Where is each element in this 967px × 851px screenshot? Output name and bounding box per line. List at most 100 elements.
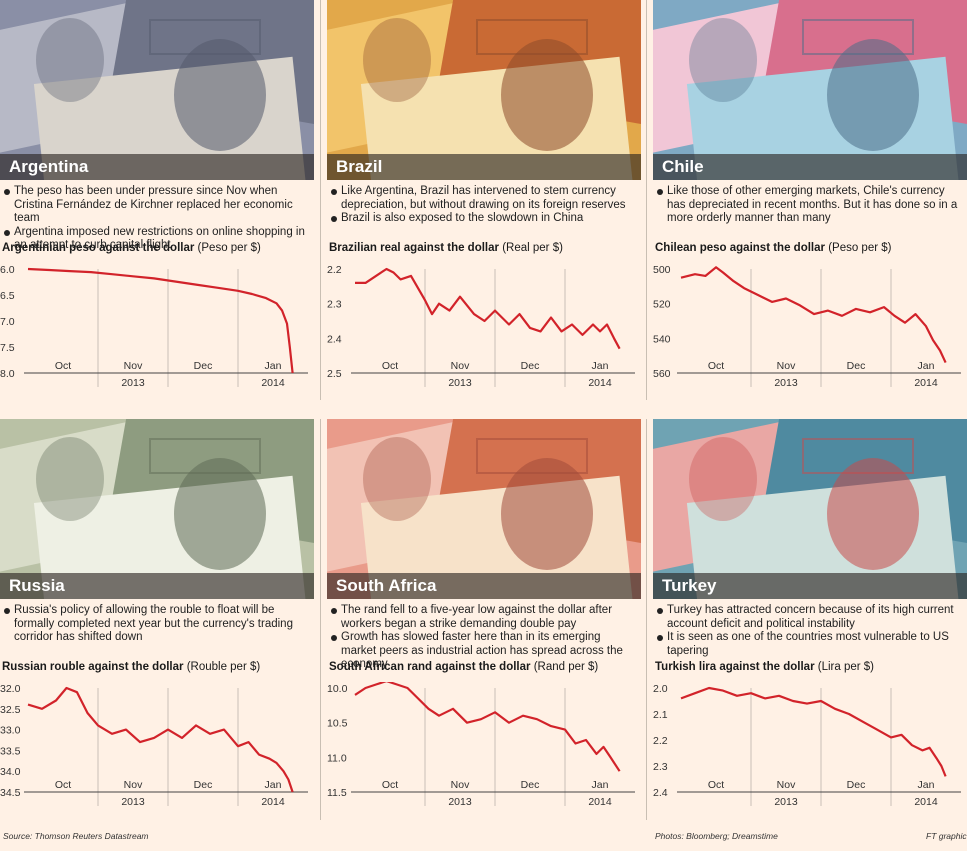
x-tick-label: Jan	[265, 360, 282, 372]
x-tick-label: Nov	[124, 779, 143, 791]
country-name: Turkey	[662, 576, 717, 595]
y-tick-label: 2.1	[653, 709, 668, 721]
line-chart: 2.2 2.3 2.4 2.5 Oct Nov Dec Jan 2013 2014	[327, 263, 641, 403]
x-tick-label: Dec	[194, 779, 213, 791]
year-label: 2013	[448, 796, 472, 808]
chart-svg: 2.0 2.1 2.2 2.3 2.4 Oct Nov Dec Jan 2013 2014	[653, 683, 961, 808]
year-label: 2013	[121, 377, 145, 389]
year-label: 2013	[448, 377, 472, 389]
country-banner: Russia	[0, 573, 314, 599]
banknote-icon	[653, 419, 967, 599]
year-label: 2013	[121, 796, 145, 808]
chart-svg: 10.0 10.5 11.0 11.5 Oct Nov Dec Jan 2013 2014	[327, 682, 635, 808]
column-divider	[320, 419, 321, 820]
year-label: 2014	[588, 377, 612, 389]
panel-brazil: Brazil Like Argentina, Brazil has interve…	[327, 0, 641, 403]
country-name: Chile	[662, 157, 704, 176]
chart-title: Argentinian peso against the dollar (Pes…	[0, 241, 314, 263]
country-banner: South Africa	[327, 573, 641, 599]
x-tick-label: Oct	[382, 360, 398, 372]
chart-title: Turkish lira against the dollar (Lira pe…	[653, 660, 967, 682]
y-tick-label: 2.5	[327, 368, 342, 380]
year-label: 2014	[914, 796, 938, 808]
y-tick-label: 2.3	[327, 299, 342, 311]
banknote-icon	[0, 0, 314, 180]
banknote-photo: Brazil	[327, 0, 641, 180]
series-line	[680, 686, 947, 777]
panel-argentina: Argentina The peso has been under pressur…	[0, 0, 314, 403]
year-label: 2013	[774, 377, 798, 389]
bullet-item: Russia's policy of allowing the rouble t…	[4, 604, 310, 645]
x-tick-label: Nov	[777, 360, 796, 372]
panel-turkey: Turkey Turkey has attracted concern becau…	[653, 419, 967, 822]
y-tick-label: 2.3	[653, 761, 668, 773]
y-tick-label: 10.0	[327, 683, 348, 695]
year-label: 2014	[261, 796, 285, 808]
y-tick-label: 10.5	[327, 718, 348, 730]
bullet-item: Like those of other emerging markets, Ch…	[657, 185, 963, 226]
x-tick-label: Oct	[55, 779, 71, 791]
series-line	[355, 267, 621, 350]
y-tick-label: 520	[653, 299, 671, 311]
bullet-list: The rand fell to a five-year low against…	[327, 599, 641, 670]
series-line	[27, 267, 294, 374]
chart-title: Brazilian real against the dollar (Real …	[327, 241, 641, 263]
bullet-item: The rand fell to a five-year low against…	[331, 604, 637, 631]
chart-title-text: Brazilian real against the dollar	[329, 242, 499, 254]
bullet-list: Turkey has attracted concern because of …	[653, 599, 967, 660]
country-name: South Africa	[336, 576, 437, 595]
chart-title-text: South African rand against the dollar	[329, 661, 531, 673]
country-name: Argentina	[9, 157, 89, 176]
chart-unit: (Real per $)	[502, 242, 563, 254]
x-tick-label: Nov	[451, 779, 470, 791]
x-tick-label: Oct	[382, 779, 398, 791]
bullet-list: The peso has been under pressure since N…	[0, 180, 314, 251]
y-tick-label: 6.5	[0, 290, 15, 302]
series-line	[680, 266, 947, 364]
source-note: Source: Thomson Reuters Datastream	[3, 831, 149, 841]
y-tick-label: 2.2	[653, 735, 668, 747]
x-tick-label: Jan	[592, 779, 609, 791]
y-tick-label: 34.0	[0, 766, 21, 778]
y-tick-label: 7.0	[0, 316, 15, 328]
x-tick-label: Oct	[55, 360, 71, 372]
y-tick-label: 33.0	[0, 725, 21, 737]
series-line	[354, 682, 621, 772]
year-label: 2014	[588, 796, 612, 808]
chart-unit: (Lira per $)	[817, 661, 874, 673]
y-tick-label: 32.0	[0, 683, 21, 695]
country-banner: Chile	[653, 154, 967, 180]
bullet-list: Russia's policy of allowing the rouble t…	[0, 599, 314, 660]
banknote-photo: South Africa	[327, 419, 641, 599]
series-line	[27, 686, 294, 793]
bullet-list: Like those of other emerging markets, Ch…	[653, 180, 967, 241]
x-tick-label: Oct	[708, 360, 724, 372]
country-banner: Turkey	[653, 573, 967, 599]
x-tick-label: Dec	[194, 360, 213, 372]
chart-svg: 32.0 32.5 33.0 33.5 34.0 34.5 Oct Nov Dec Jan 2013…	[0, 683, 308, 808]
chart-svg: 6.0 6.5 7.0 7.5 8.0 Oct Nov Dec Jan 2013 2014	[0, 264, 308, 389]
country-name: Russia	[9, 576, 65, 595]
bullet-item: Like Argentina, Brazil has intervened to…	[331, 185, 637, 212]
bullet-item: Argentina imposed new restrictions on on…	[4, 226, 310, 253]
chart-title: Chilean peso against the dollar (Peso pe…	[653, 241, 967, 263]
x-tick-label: Dec	[521, 360, 540, 372]
x-tick-label: Nov	[777, 779, 796, 791]
y-tick-label: 11.5	[327, 787, 347, 799]
country-name: Brazil	[336, 157, 383, 176]
column-divider	[646, 419, 647, 820]
x-tick-label: Nov	[124, 360, 143, 372]
column-divider	[646, 0, 647, 400]
line-chart: 2.0 2.1 2.2 2.3 2.4 Oct Nov Dec Jan 2013 2014	[653, 682, 967, 822]
chart-title-text: Argentinian peso against the dollar	[2, 242, 195, 254]
x-tick-label: Dec	[521, 779, 540, 791]
chart-unit: (Rand per $)	[533, 661, 599, 673]
y-tick-label: 500	[653, 264, 671, 276]
y-tick-label: 2.4	[327, 333, 342, 345]
banknote-icon	[653, 0, 967, 180]
x-tick-label: Jan	[265, 779, 282, 791]
y-tick-label: 34.5	[0, 787, 21, 799]
y-tick-label: 540	[653, 333, 671, 345]
x-tick-label: Jan	[918, 360, 935, 372]
chart-svg: 500 520 540 560 Oct Nov Dec Jan 2013 2014	[653, 264, 961, 389]
